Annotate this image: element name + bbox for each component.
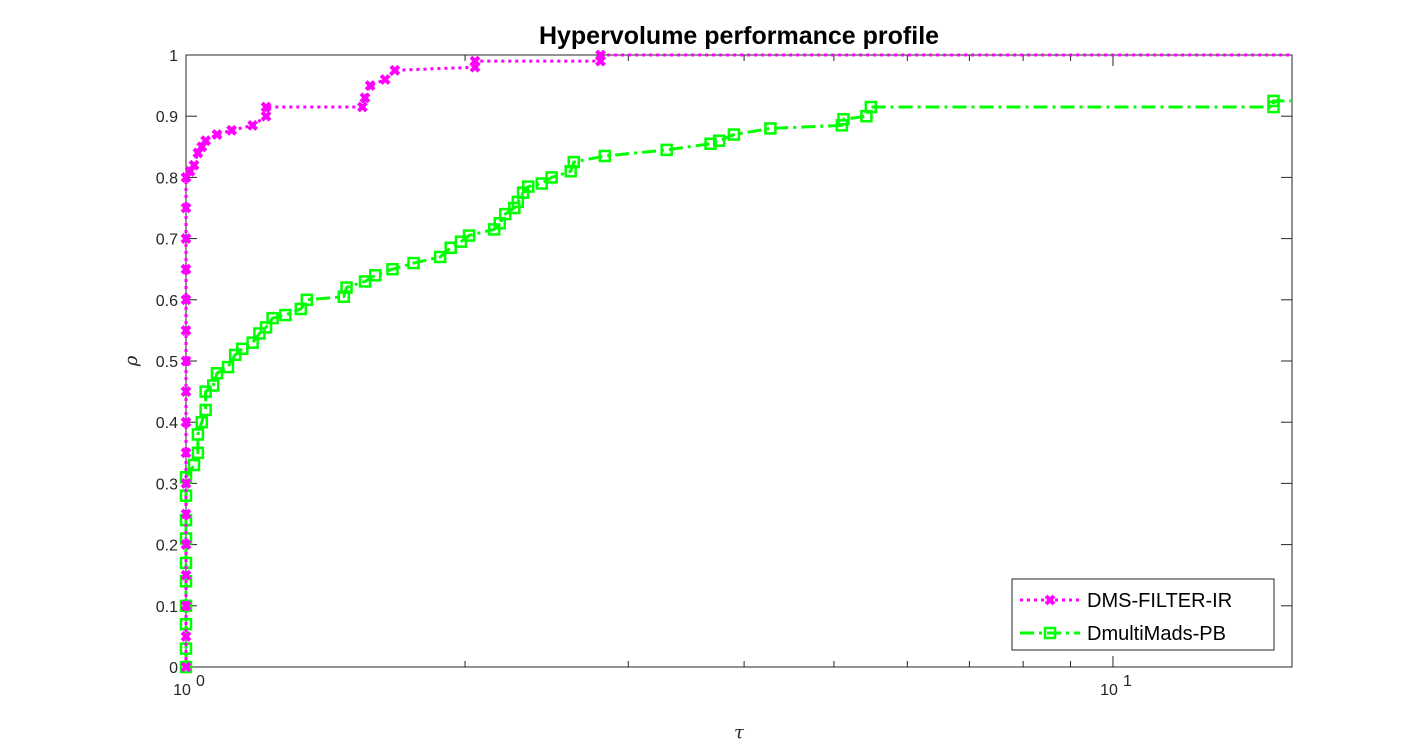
series-dms-filter-ir (180, 49, 1292, 673)
data-point (1267, 94, 1280, 108)
data-point (180, 569, 192, 581)
data-point (180, 539, 192, 551)
y-tick-label: 0.8 (156, 170, 178, 187)
series-layer (179, 49, 1292, 674)
data-point (246, 336, 259, 349)
y-tick-label: 0.7 (156, 232, 178, 249)
data-point (727, 128, 741, 141)
data-point (221, 360, 235, 374)
legend-swatch-marker (1044, 594, 1056, 606)
y-tick-label: 0.9 (156, 109, 178, 126)
legend-item: DMS-FILTER-IR (1020, 590, 1232, 612)
data-point (187, 458, 201, 472)
data-point (660, 143, 673, 157)
y-tick-label: 0.1 (156, 599, 178, 616)
data-point (864, 100, 878, 114)
data-point (359, 92, 371, 104)
x-tick-exponent: 0 (196, 673, 205, 690)
data-point (567, 155, 581, 169)
data-point (368, 269, 382, 282)
x-tick-label: 10 (173, 682, 191, 699)
data-point (389, 64, 401, 76)
data-point (598, 149, 612, 163)
legend-label: DmultiMads-PB (1087, 623, 1226, 645)
data-point (260, 110, 272, 122)
legend-items: DMS-FILTER-IR DmultiMads-PB (1020, 590, 1232, 645)
data-point (188, 159, 200, 171)
data-point (469, 55, 481, 67)
data-point (180, 508, 192, 520)
data-point (180, 263, 192, 275)
data-point (260, 101, 272, 113)
series-dmultimads-pb (179, 94, 1292, 674)
axis-ticks: 0 0.1 0.2 0.3 0.4 0.5 0.6 0.7 0.8 0.9 1 10 0 10 1 (156, 48, 1292, 699)
data-point (179, 660, 193, 674)
y-tick-label: 1 (169, 48, 178, 65)
legend-swatch-marker (1043, 626, 1057, 640)
data-point (180, 630, 192, 642)
x-tick-label: 10 (1100, 682, 1118, 699)
data-point (704, 137, 717, 150)
data-point (247, 119, 259, 131)
data-point (712, 134, 726, 147)
data-point (195, 415, 209, 429)
data-point (764, 122, 777, 135)
data-point (462, 229, 476, 242)
data-point (379, 74, 391, 85)
y-tick-label: 0.6 (156, 293, 178, 310)
x-axis-label: τ (734, 722, 745, 743)
data-point (837, 113, 850, 126)
x-tick-exponent: 1 (1123, 673, 1132, 690)
y-axis-label: ρ (121, 355, 142, 367)
plot-area (185, 54, 1293, 668)
data-point (199, 403, 212, 417)
chart-title: Hypervolume performance profile (539, 22, 939, 50)
data-point (191, 446, 205, 460)
data-point (180, 661, 192, 673)
data-point (522, 180, 535, 193)
y-tick-label: 0.2 (156, 538, 178, 555)
data-point (180, 355, 192, 367)
data-point (211, 129, 223, 140)
data-point (407, 256, 420, 270)
legend: DMS-FILTER-IR DmultiMads-PB (1011, 578, 1275, 651)
legend-item: DmultiMads-PB (1020, 623, 1226, 645)
y-tick-label: 0.5 (156, 354, 178, 371)
y-tick-label: 0 (169, 660, 178, 677)
data-point (386, 262, 399, 276)
data-point (180, 600, 192, 612)
data-point (191, 428, 205, 441)
data-point (279, 308, 292, 322)
data-point (180, 447, 192, 459)
data-point (180, 477, 192, 489)
data-point (259, 321, 273, 334)
data-point (200, 135, 212, 147)
data-point (180, 416, 192, 428)
data-point (180, 202, 192, 214)
data-point (545, 171, 558, 184)
data-point (266, 311, 279, 325)
data-point (206, 379, 220, 392)
data-point (340, 281, 353, 294)
legend-label: DMS-FILTER-IR (1087, 590, 1232, 612)
data-point (180, 324, 192, 336)
y-tick-label: 0.3 (156, 476, 178, 493)
data-point (357, 101, 368, 113)
data-point (300, 293, 314, 307)
data-point (180, 294, 192, 306)
data-point (433, 250, 447, 264)
data-point (595, 49, 606, 61)
data-point (180, 233, 192, 245)
data-point (364, 80, 376, 92)
data-point (180, 386, 192, 398)
data-point (226, 124, 238, 136)
y-tick-label: 0.4 (156, 415, 178, 432)
